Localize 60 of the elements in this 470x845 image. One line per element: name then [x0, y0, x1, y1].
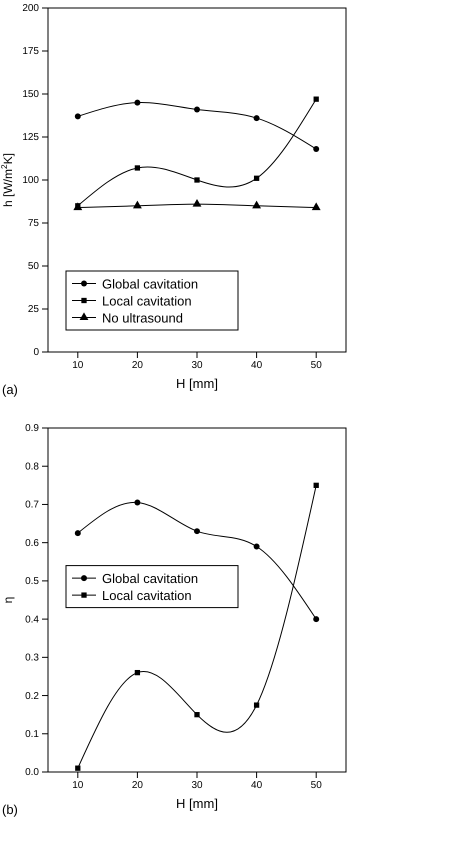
y-tick-label: 0.0 — [25, 767, 40, 778]
legend-label: Global cavitation — [102, 571, 198, 586]
x-tick-label: 50 — [310, 360, 322, 372]
y-axis-title: η — [1, 596, 15, 604]
point — [312, 202, 321, 210]
point — [313, 616, 320, 622]
y-tick-label: 0.7 — [25, 500, 40, 511]
x-tick-label: 20 — [132, 360, 144, 372]
x-tick-label: 10 — [72, 780, 84, 792]
point — [134, 100, 140, 106]
legend-label: Global cavitation — [102, 276, 198, 292]
y-tick-label: 0.8 — [25, 461, 40, 472]
point — [192, 198, 202, 207]
legend-label: Local cavitation — [102, 588, 192, 604]
x-tick-label: 20 — [132, 780, 144, 792]
x-tick-label: 30 — [191, 360, 203, 372]
point — [254, 702, 260, 708]
y-tick-label: 0.9 — [25, 423, 40, 434]
point — [134, 670, 140, 676]
y-tick-label: 0.4 — [25, 614, 40, 626]
x-axis-title: H [mm] — [176, 376, 218, 391]
y-tick-label: 0.6 — [25, 538, 40, 549]
y-tick-label: 25 — [28, 304, 40, 316]
text: (a) — [2, 382, 18, 397]
point — [314, 482, 319, 488]
y-tick-label: 175 — [22, 46, 40, 58]
x-tick-label: 30 — [191, 780, 203, 792]
y-tick-label: 0.3 — [25, 652, 40, 664]
point — [74, 113, 81, 120]
x-axis-title: H [mm] — [176, 796, 218, 811]
point — [254, 544, 260, 550]
y-tick-label: 100 — [22, 175, 40, 186]
y-tick-label: 125 — [22, 132, 40, 144]
text: (b) — [2, 802, 18, 817]
point — [314, 96, 319, 102]
x-tick-label: 40 — [251, 780, 263, 792]
point — [194, 106, 200, 112]
y-tick-label: 0 — [33, 347, 40, 358]
x-tick-label: 40 — [251, 360, 263, 372]
point — [194, 712, 200, 718]
y-tick-label: 0.2 — [25, 690, 40, 702]
point — [75, 766, 80, 771]
legend-label: No ultrasound — [102, 310, 183, 326]
point — [134, 500, 140, 506]
point — [252, 200, 262, 208]
point — [194, 528, 200, 534]
x-tick-label: 10 — [72, 360, 84, 372]
point — [254, 176, 260, 181]
legend-label: Local cavitation — [102, 294, 192, 308]
y-tick-label: 0.5 — [25, 576, 40, 588]
point — [313, 146, 320, 152]
point — [132, 200, 142, 208]
y-tick-label: 0.1 — [25, 728, 40, 740]
point — [254, 115, 260, 122]
y-tick-label: 150 — [22, 89, 40, 100]
y-tick-label: 200 — [22, 3, 40, 14]
y-tick-label: 50 — [28, 261, 40, 272]
x-tick-label: 50 — [310, 780, 322, 792]
point — [74, 530, 81, 536]
y-tick-label: 75 — [28, 218, 40, 230]
